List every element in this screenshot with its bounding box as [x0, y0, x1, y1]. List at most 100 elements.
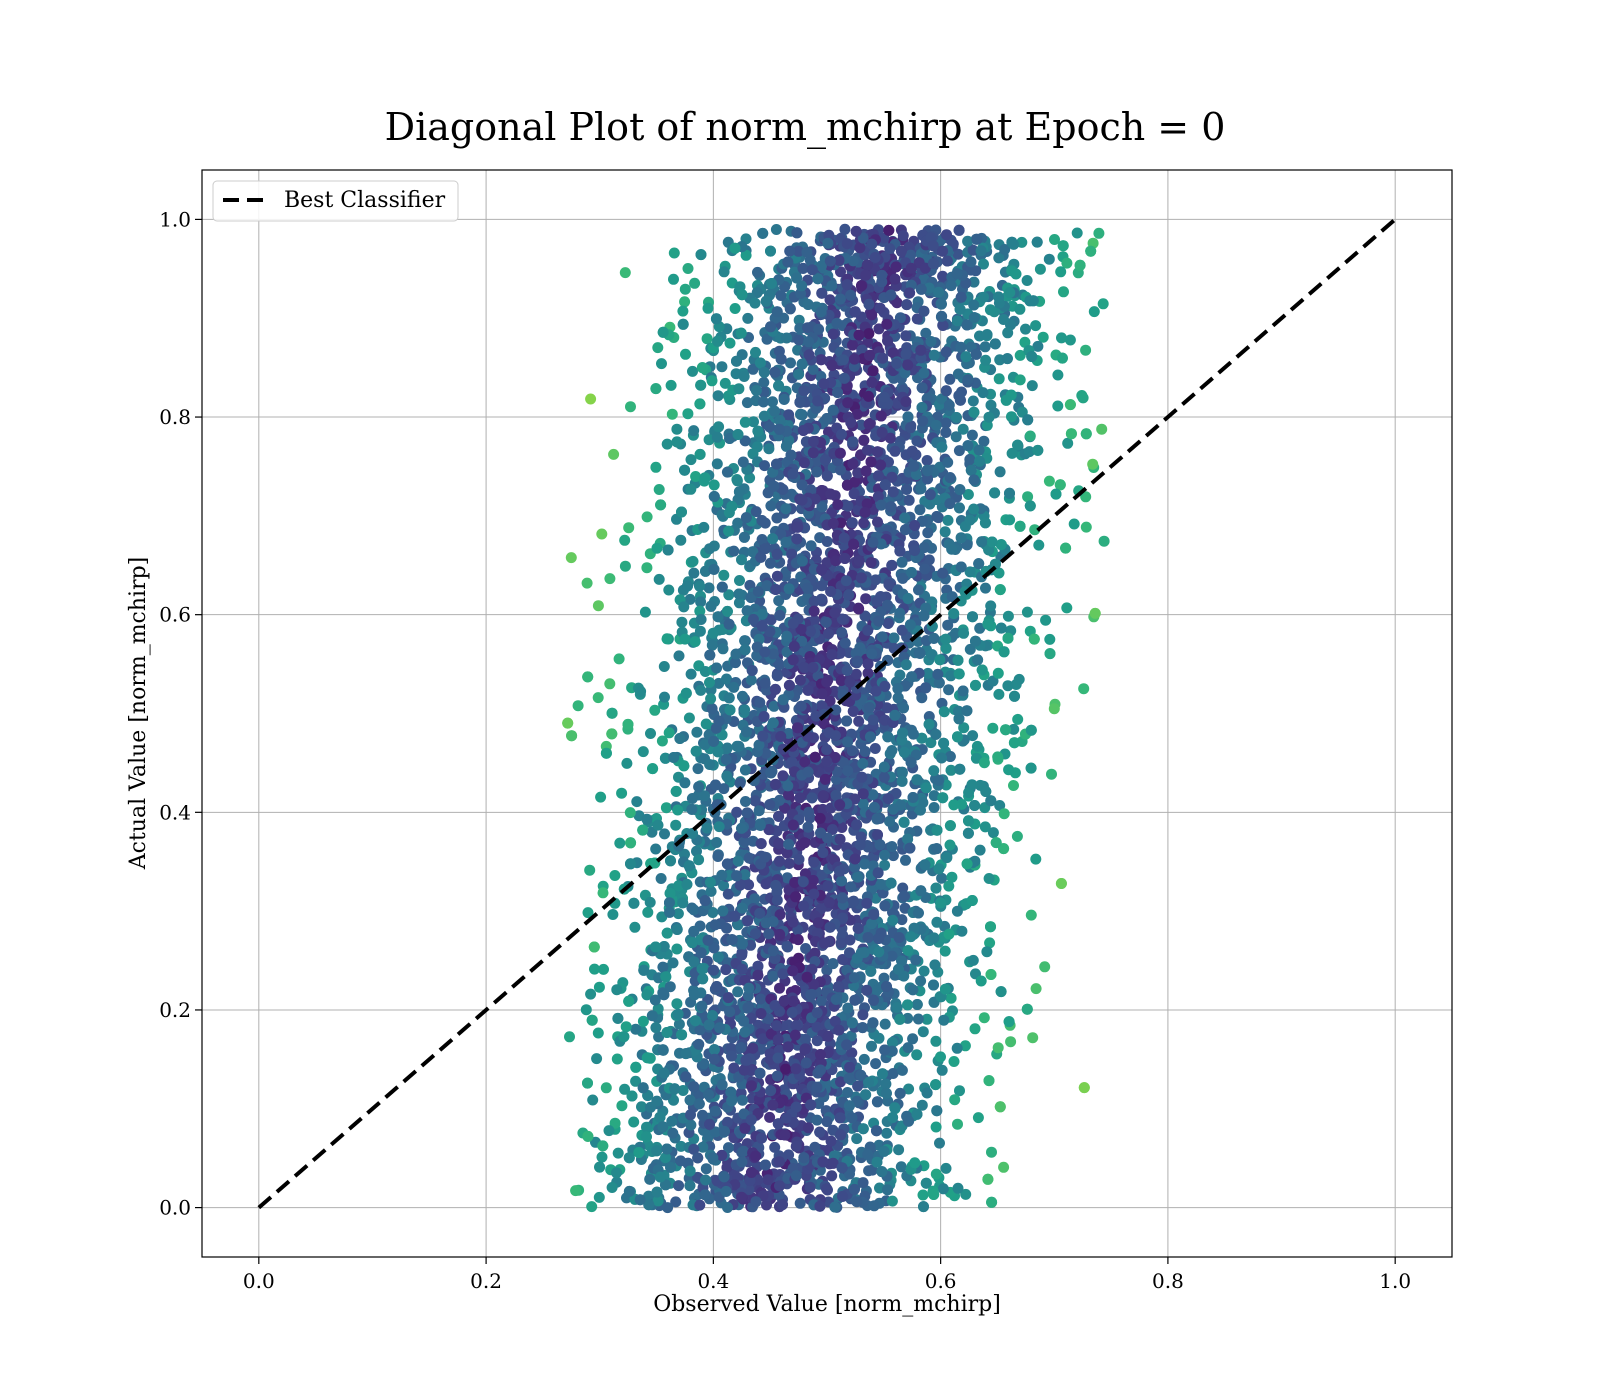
scatter-point [897, 230, 909, 242]
scatter-point [740, 249, 752, 261]
scatter-point [666, 1115, 678, 1127]
scatter-point [733, 597, 745, 609]
scatter-point [1012, 713, 1024, 725]
scatter-point [879, 1044, 891, 1056]
scatter-point [1021, 275, 1033, 286]
scatter-point [964, 643, 976, 655]
scatter-point [896, 1064, 908, 1076]
scatter-point [733, 383, 745, 395]
scatter-point [750, 346, 761, 358]
scatter-point [701, 333, 713, 345]
scatter-point [718, 569, 730, 581]
scatter-point [907, 984, 919, 996]
scatter-point [866, 376, 878, 388]
scatter-point [813, 323, 825, 335]
scatter-point [1071, 227, 1083, 239]
scatter-point [639, 606, 651, 618]
scatter-point [685, 454, 697, 466]
scatter-point [676, 1029, 688, 1041]
scatter-point [992, 751, 1004, 763]
scatter-point [584, 864, 596, 876]
scatter-point [967, 730, 979, 742]
scatter-point [975, 245, 987, 257]
scatter-point [697, 1109, 708, 1121]
scatter-point [910, 954, 922, 966]
scatter-point [682, 263, 694, 274]
scatter-point [928, 932, 940, 944]
scatter-point [742, 312, 754, 324]
scatter-point [665, 379, 677, 391]
scatter-point [962, 440, 974, 452]
scatter-point [992, 667, 1004, 679]
scatter-point [693, 781, 705, 793]
scatter-point [811, 1035, 823, 1047]
scatter-point [809, 615, 820, 627]
scatter-point [565, 552, 577, 564]
scatter-point [866, 1040, 877, 1052]
scatter-point [690, 471, 702, 482]
scatter-point [835, 1076, 846, 1088]
scatter-point [924, 489, 936, 501]
scatter-point [630, 1061, 642, 1073]
scatter-point [697, 1141, 709, 1153]
scatter-point [671, 924, 683, 935]
scatter-point [679, 633, 691, 645]
scatter-point [580, 1004, 592, 1016]
scatter-point [742, 915, 754, 927]
scatter-point [604, 573, 616, 585]
scatter-point [703, 582, 715, 594]
scatter-point [985, 600, 997, 612]
scatter-point [767, 970, 779, 982]
scatter-point [784, 245, 796, 257]
scatter-point [585, 393, 597, 405]
scatter-point [925, 737, 937, 749]
scatter-point [936, 872, 948, 884]
scatter-point [1058, 286, 1069, 298]
scatter-point [1039, 961, 1051, 973]
scatter-point [706, 703, 718, 715]
scatter-point [816, 580, 828, 592]
chart-title: Diagonal Plot of norm_mchirp at Epoch = … [385, 105, 1226, 150]
scatter-point [948, 1056, 960, 1067]
scatter-point [1008, 723, 1020, 735]
scatter-point [705, 693, 717, 705]
scatter-point [726, 934, 738, 946]
scatter-point [667, 1127, 679, 1139]
scatter-point [831, 317, 843, 329]
scatter-point [685, 1109, 696, 1121]
scatter-point [701, 822, 713, 834]
scatter-point [652, 342, 664, 354]
scatter-point [716, 1079, 728, 1091]
scatter-point [842, 1087, 853, 1098]
scatter-point [863, 418, 875, 430]
scatter-point [880, 1078, 892, 1090]
scatter-point [781, 332, 793, 344]
scatter-point [705, 885, 717, 897]
scatter-point [1003, 1016, 1015, 1028]
scatter-point [1049, 234, 1060, 245]
scatter-point [754, 595, 766, 607]
scatter-point [886, 559, 898, 571]
scatter-point [811, 1114, 823, 1126]
scatter-point [860, 593, 872, 605]
scatter-point [680, 348, 691, 360]
scatter-point [994, 466, 1006, 478]
scatter-point [652, 819, 664, 831]
scatter-point [619, 1083, 631, 1095]
scatter-point [1043, 253, 1055, 265]
scatter-point [1016, 406, 1028, 418]
scatter-point [663, 727, 675, 739]
scatter-point [672, 908, 684, 920]
scatter-point [676, 616, 688, 628]
scatter-point [861, 444, 873, 456]
scatter-point [954, 1085, 965, 1097]
scatter-point [671, 423, 683, 435]
scatter-point [677, 318, 689, 330]
scatter-point [987, 675, 999, 687]
scatter-point [771, 894, 783, 906]
scatter-point [721, 1116, 733, 1128]
scatter-point [694, 1199, 706, 1211]
scatter-point [636, 1101, 647, 1113]
scatter-point [825, 1135, 837, 1147]
scatter-point [921, 1087, 933, 1099]
